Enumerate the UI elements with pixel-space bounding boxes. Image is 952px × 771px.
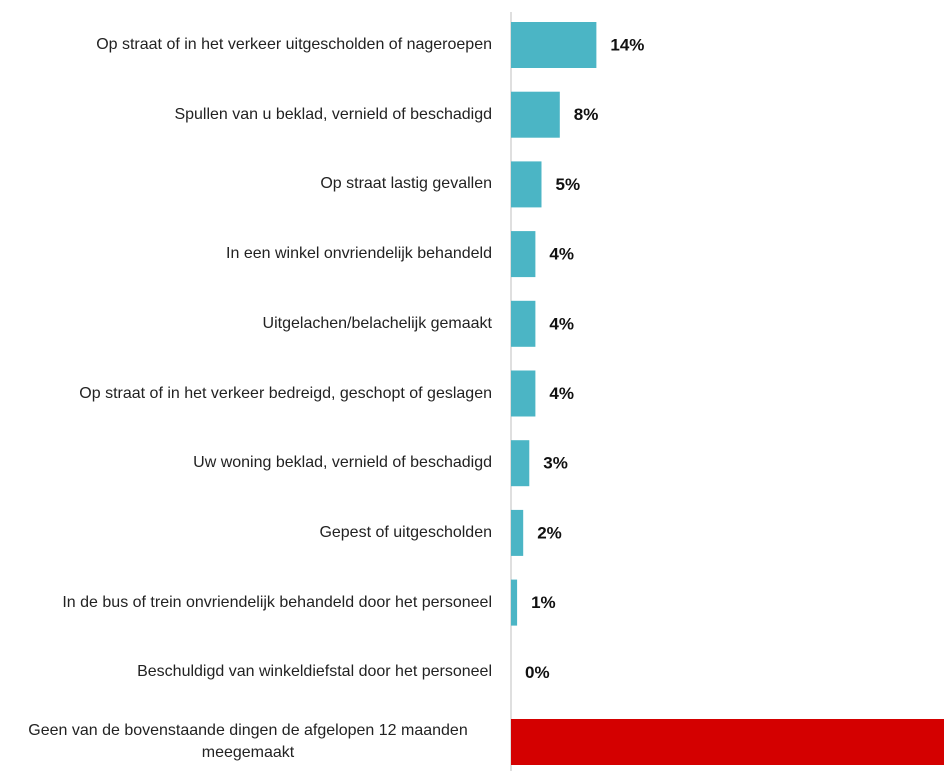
value-label: 2% (537, 523, 562, 542)
value-label: 4% (549, 384, 574, 403)
category-label: In een winkel onvriendelijk behandeld (226, 245, 492, 263)
bar (511, 719, 944, 765)
category-label: Uw woning beklad, vernield of beschadigd (193, 454, 492, 472)
bar (511, 22, 597, 68)
value-label: 4% (549, 245, 574, 264)
category-label: Gepest of uitgescholden (319, 523, 492, 541)
bar (511, 579, 518, 626)
value-label: 3% (543, 454, 568, 473)
category-label: Op straat lastig gevallen (320, 175, 492, 193)
bar (511, 91, 560, 138)
value-label: 4% (549, 314, 574, 333)
category-label: Beschuldigd van winkeldiefstal door het … (137, 663, 492, 681)
category-label: In de bus of trein onvriendelijk behande… (62, 593, 492, 611)
category-label: Uitgelachen/belachelijk gemaakt (262, 314, 492, 332)
category-label: Geen van de bovenstaande dingen de afgel… (28, 722, 468, 761)
category-label: Op straat of in het verkeer bedreigd, ge… (79, 384, 492, 402)
value-label: 1% (531, 593, 556, 612)
value-label: 8% (574, 105, 599, 124)
value-label: 5% (555, 175, 580, 194)
bar (511, 300, 536, 347)
bar (511, 231, 536, 278)
bar (511, 161, 542, 208)
category-label: Spullen van u beklad, vernield of bescha… (174, 105, 492, 123)
value-label: 0% (525, 663, 550, 682)
bar (511, 509, 524, 556)
value-label: 14% (610, 35, 644, 54)
bar (511, 440, 530, 487)
bar (511, 370, 536, 417)
category-label: Op straat of in het verkeer uitgescholde… (96, 36, 492, 53)
